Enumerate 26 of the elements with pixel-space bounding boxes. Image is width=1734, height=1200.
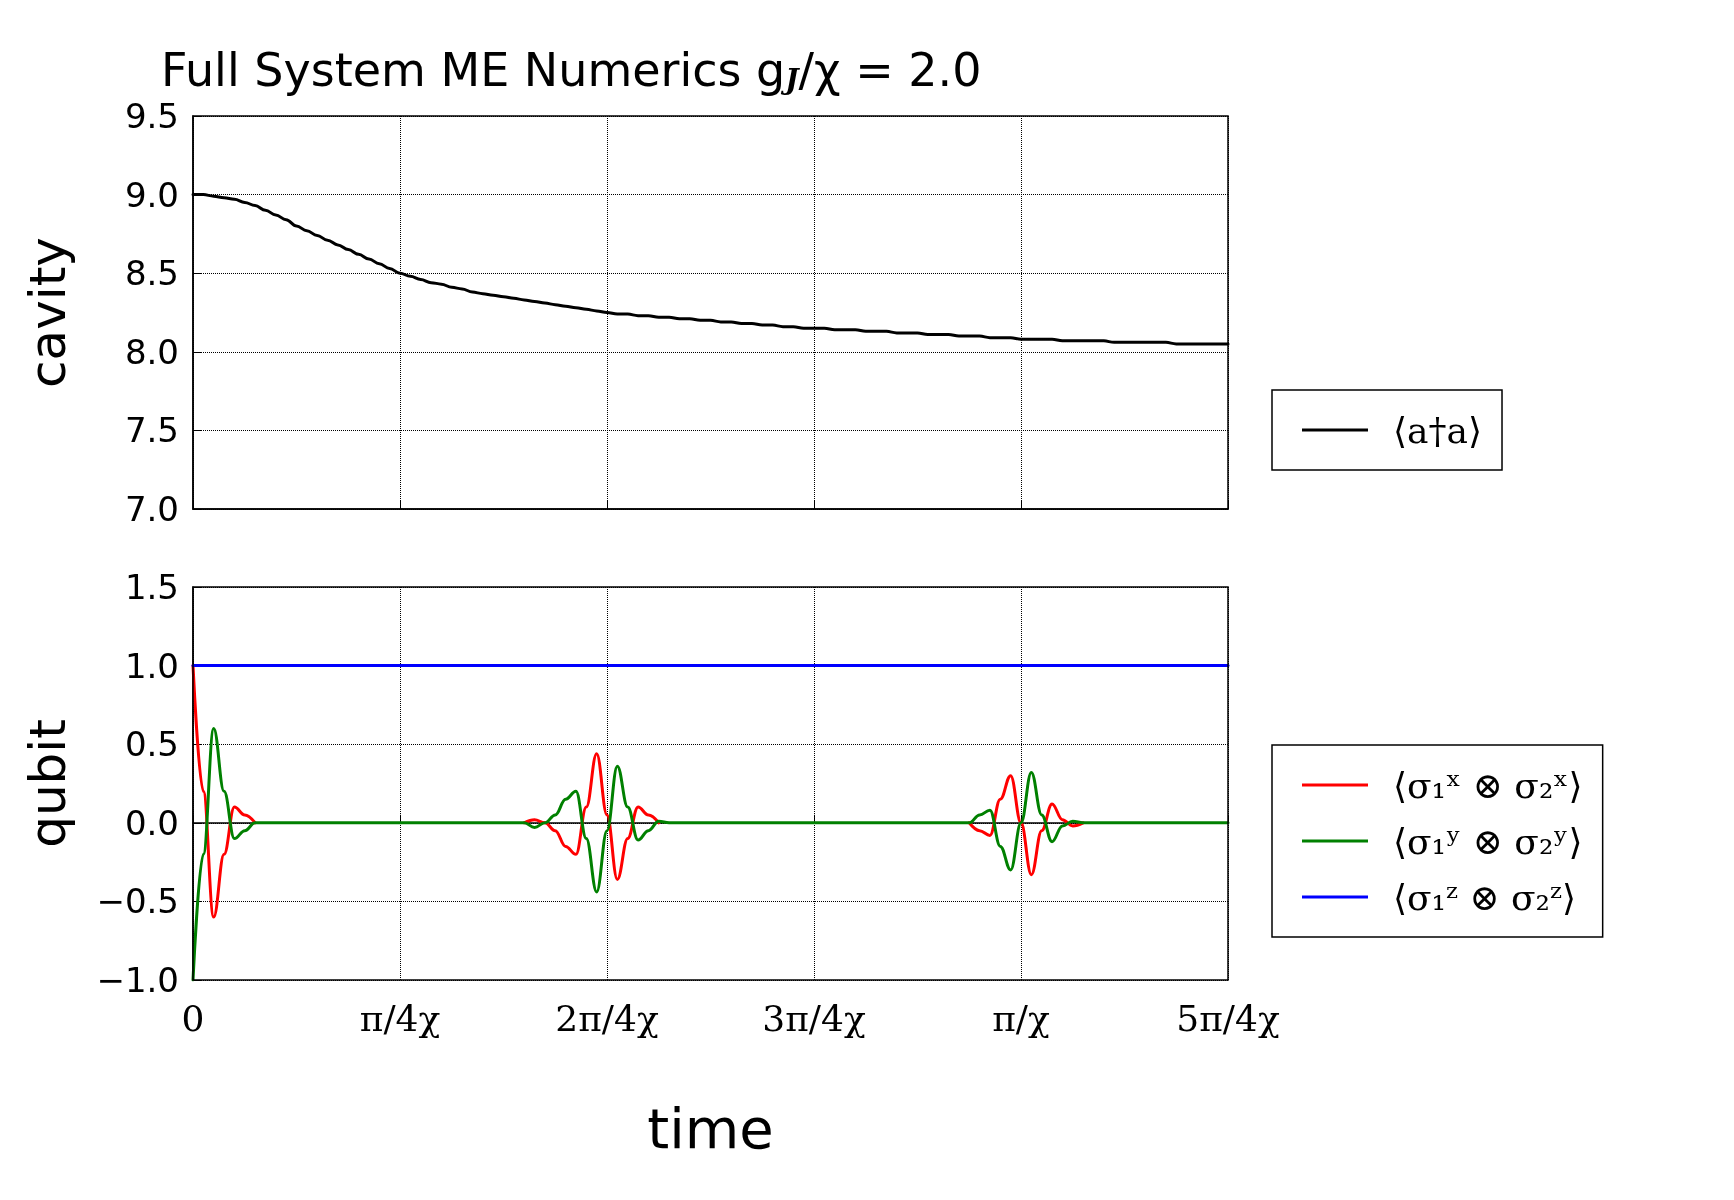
- y-tick-label: 8.0: [124, 331, 179, 372]
- x-axis-title: time: [647, 1095, 774, 1161]
- y-tick-label: 8.5: [124, 253, 179, 294]
- y-tick-label: −1.0: [96, 960, 179, 1000]
- x-tick-label: 0: [181, 997, 205, 1039]
- legend-label: ⟨a†a⟩: [1393, 409, 1483, 451]
- y-axis-title: qubit: [19, 719, 77, 848]
- y-tick-label: 9.0: [124, 174, 179, 215]
- y-tick-label: 0.0: [124, 802, 179, 843]
- y-tick-label: 0.5: [124, 724, 179, 765]
- x-tick-label: π/4χ: [359, 997, 441, 1039]
- y-tick-label: 7.5: [124, 410, 179, 451]
- x-tick-label: 5π/4χ: [1176, 997, 1280, 1039]
- chart-title: Full System ME Numerics gJ/χ = 2.0: [161, 43, 982, 97]
- legend-label: ⟨σ₁ᶻ ⊗ σ₂ᶻ⟩: [1393, 876, 1576, 918]
- y-axis-title: cavity: [19, 237, 77, 388]
- y-tick-label: 7.0: [124, 489, 179, 529]
- x-tick-label: 2π/4χ: [555, 997, 659, 1039]
- legend-label: ⟨σ₁ˣ ⊗ σ₂ˣ⟩: [1393, 764, 1583, 806]
- y-tick-label: 1.0: [124, 645, 179, 686]
- legend-label: ⟨σ₁ʸ ⊗ σ₂ʸ⟩: [1393, 820, 1583, 862]
- x-tick-label: 3π/4χ: [762, 997, 866, 1039]
- y-tick-label: 9.5: [124, 96, 179, 136]
- x-tick-label: π/χ: [992, 997, 1050, 1039]
- y-tick-label: 1.5: [124, 567, 179, 607]
- y-tick-label: −0.5: [96, 881, 179, 922]
